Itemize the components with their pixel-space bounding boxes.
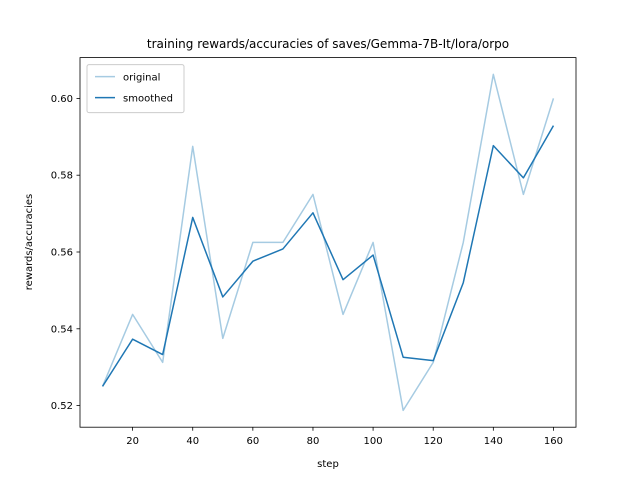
x-axis-label: step <box>317 459 339 470</box>
x-tick-label: 60 <box>246 436 259 447</box>
y-tick-label: 0.58 <box>51 171 73 182</box>
x-tick-label: 100 <box>364 436 383 447</box>
y-tick-label: 0.52 <box>51 401 73 412</box>
y-tick-label: 0.60 <box>51 94 73 105</box>
chart-title: training rewards/accuracies of saves/Gem… <box>147 37 509 51</box>
x-tick-label: 80 <box>307 436 320 447</box>
x-tick-label: 40 <box>186 436 199 447</box>
y-tick-label: 0.56 <box>51 248 73 259</box>
series-line <box>101 73 555 412</box>
x-tick-label: 160 <box>544 436 563 447</box>
series-line <box>101 125 555 387</box>
axes-frame <box>79 57 577 428</box>
x-tick-label: 120 <box>424 436 443 447</box>
legend-label: smoothed <box>123 94 173 105</box>
x-tick-label: 20 <box>126 436 139 447</box>
y-axis-label: rewards/accuracies <box>24 194 35 291</box>
y-tick-label: 0.54 <box>51 324 73 335</box>
legend-label: original <box>123 73 160 84</box>
x-tick-label: 140 <box>484 436 503 447</box>
